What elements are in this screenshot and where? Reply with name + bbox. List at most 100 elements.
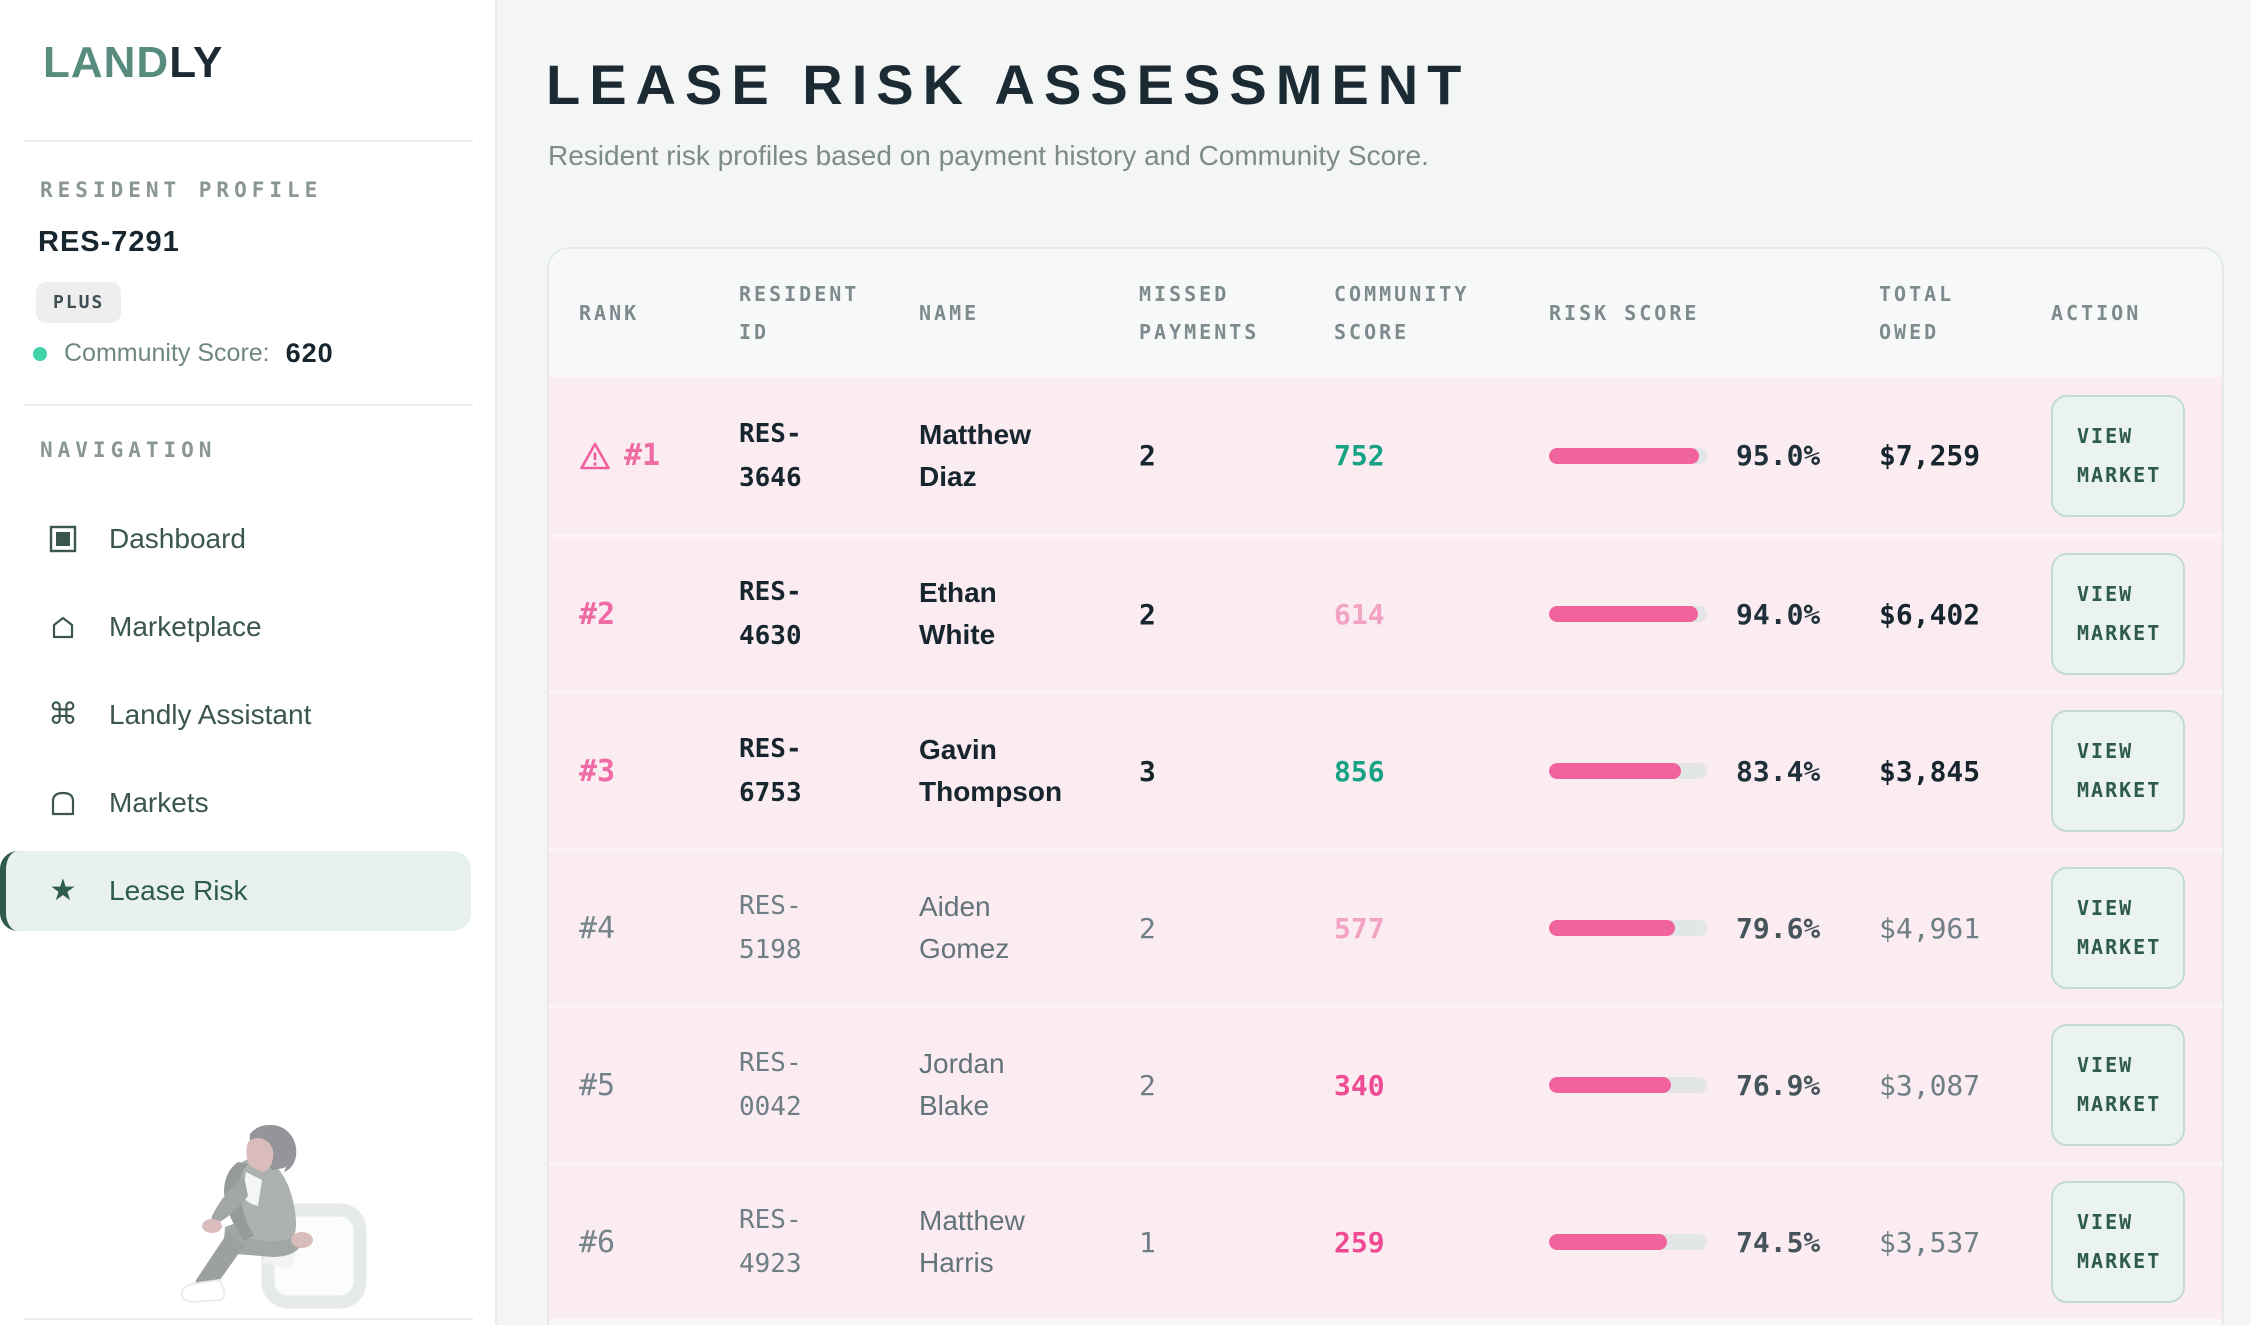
sidebar-item-label: Lease Risk — [109, 875, 248, 906]
risk-score-cell: 76.9% — [1549, 1069, 1879, 1102]
risk-score-bar-track — [1549, 1234, 1707, 1250]
missed-payments-value: 2 — [1139, 439, 1156, 472]
community-score-dot-icon — [33, 346, 47, 361]
table-body: #1 RES-3646 Matthew Diaz 2 752 95.0% $7,… — [549, 377, 2222, 1319]
sidebar-item-marketplace[interactable]: Marketplace — [0, 583, 471, 671]
resident-name: Ethan White — [919, 577, 997, 650]
community-score-value: 752 — [1334, 439, 1385, 472]
rank-cell: #4 — [579, 911, 739, 946]
sidebar-item-markets[interactable]: Markets — [0, 759, 471, 847]
column-header-label: RISK SCORE — [1549, 301, 1700, 325]
community-score-value: 340 — [1334, 1068, 1385, 1102]
column-header-label: MISSED PAYMENTS — [1139, 282, 1260, 344]
resident-id-cell: RES-0042 — [739, 1041, 919, 1129]
sidebar-item-label: Markets — [109, 787, 209, 818]
risk-score-bar-fill — [1549, 763, 1681, 779]
sidebar-nav: Dashboard Marketplace ⌘ Landly Assistant… — [0, 495, 497, 931]
rank-cell: #5 — [579, 1068, 739, 1103]
view-market-button[interactable]: VIEW MARKET — [2051, 1181, 2185, 1303]
navigation-section-label: NAVIGATION — [40, 438, 217, 462]
risk-score-percent: 79.6% — [1736, 911, 1821, 945]
missed-payments-value: 2 — [1139, 1068, 1156, 1102]
table-row: #6 RES-4923 Matthew Harris 1 259 74.5% $… — [549, 1162, 2222, 1319]
resident-name: Matthew Harris — [919, 1205, 1025, 1278]
risk-score-bar-fill — [1549, 920, 1675, 936]
view-market-button[interactable]: VIEW MARKET — [2051, 553, 2185, 675]
logo-text-secondary: LY — [169, 38, 224, 87]
risk-score-bar-fill — [1549, 606, 1698, 622]
risk-score-percent: 74.5% — [1736, 1225, 1821, 1259]
missed-payments-value: 1 — [1139, 1225, 1156, 1259]
action-cell: VIEW MARKET — [2051, 867, 2222, 989]
column-header-label: COMMUNITY SCORE — [1334, 282, 1470, 344]
sidebar: LANDLY RESIDENT PROFILE RES-7291 PLUS Co… — [0, 0, 497, 1325]
view-market-button[interactable]: VIEW MARKET — [2051, 394, 2185, 517]
sitting-person-illustration — [180, 1125, 367, 1309]
sidebar-item-label: Marketplace — [109, 611, 262, 642]
community-score-value: 259 — [1334, 1225, 1385, 1259]
total-owed-value: $7,259 — [1879, 439, 1981, 472]
column-header-missed_payments: MISSED PAYMENTS — [1139, 275, 1334, 351]
resident-name: Matthew Diaz — [919, 418, 1031, 492]
risk-score-percent: 83.4% — [1736, 754, 1821, 788]
total-owed-value: $3,845 — [1879, 754, 1981, 788]
column-header-resident_id: RESIDENT ID — [739, 275, 919, 351]
name-cell: Gavin Thompson — [919, 729, 1139, 813]
risk-score-bar-fill — [1549, 1077, 1671, 1093]
column-header-name: NAME — [919, 294, 1139, 332]
name-cell: Ethan White — [919, 572, 1139, 656]
rank-value: #6 — [579, 1224, 616, 1260]
risk-score-cell: 94.0% — [1549, 598, 1879, 631]
view-market-button[interactable]: VIEW MARKET — [2051, 710, 2185, 832]
view-market-button[interactable]: VIEW MARKET — [2051, 867, 2185, 989]
missed-payments-value: 2 — [1139, 597, 1156, 631]
rank-cell: #6 — [579, 1225, 739, 1260]
resident-name: Jordan Blake — [919, 1048, 1005, 1121]
resident-id-cell: RES-6753 — [739, 727, 919, 815]
sidebar-item-label: Landly Assistant — [109, 699, 312, 730]
column-header-rank: RANK — [579, 294, 739, 332]
column-header-label: RESIDENT ID — [739, 282, 860, 344]
resident-name: Aiden Gomez — [919, 891, 1010, 964]
community-score-row: Community Score: 620 — [33, 338, 334, 369]
action-cell: VIEW MARKET — [2051, 710, 2222, 832]
total-owed-value: $3,087 — [1879, 1068, 1981, 1102]
action-cell: VIEW MARKET — [2051, 394, 2222, 517]
column-header-label: ACTION — [2051, 301, 2142, 325]
name-cell: Aiden Gomez — [919, 886, 1139, 970]
table-header-row: RANK RESIDENT ID NAME MISSED PAYMENTS COMMUN… — [549, 249, 2222, 377]
sidebar-item-lease-risk[interactable]: ★ Lease Risk — [0, 851, 471, 931]
resident-id-value: RES-4630 — [739, 577, 802, 651]
column-header-risk_score: RISK SCORE — [1549, 294, 1879, 332]
rank-cell: #1 — [579, 438, 739, 473]
risk-score-bar-fill — [1549, 1234, 1667, 1250]
resident-id-cell: RES-4630 — [739, 570, 919, 658]
risk-score-cell: 83.4% — [1549, 755, 1879, 788]
rank-cell: #3 — [579, 754, 739, 789]
resident-name: Gavin Thompson — [919, 734, 1063, 807]
resident-id-value: RES-5198 — [739, 891, 802, 965]
name-cell: Jordan Blake — [919, 1043, 1139, 1127]
view-market-button[interactable]: VIEW MARKET — [2051, 1024, 2185, 1146]
risk-score-percent: 94.0% — [1736, 597, 1821, 631]
sidebar-item-dashboard[interactable]: Dashboard — [0, 495, 471, 583]
landly-logo[interactable]: LANDLY — [43, 38, 223, 88]
sidebar-item-landly-assistant[interactable]: ⌘ Landly Assistant — [0, 671, 471, 759]
resident-id-cell: RES-3646 — [739, 412, 919, 500]
command-icon: ⌘ — [48, 697, 78, 732]
rank-value: #2 — [579, 596, 616, 632]
marketplace-icon — [46, 612, 80, 642]
plan-badge: PLUS — [36, 282, 122, 323]
total-owed-value: $6,402 — [1879, 597, 1981, 631]
risk-score-percent: 76.9% — [1736, 1068, 1821, 1102]
column-header-total_owed: TOTAL OWED — [1879, 275, 2051, 351]
sidebar-item-label: Dashboard — [109, 523, 246, 554]
column-header-community_score: COMMUNITY SCORE — [1334, 275, 1549, 351]
rank-value: #3 — [579, 753, 616, 789]
resident-id-cell: RES-4923 — [739, 1198, 919, 1286]
page-subtitle: Resident risk profiles based on payment … — [548, 140, 1429, 171]
missed-payments-value: 3 — [1139, 754, 1156, 788]
rank-cell: #2 — [579, 597, 739, 632]
resident-id-value: RES-0042 — [739, 1048, 802, 1122]
risk-score-bar-track — [1549, 447, 1707, 464]
